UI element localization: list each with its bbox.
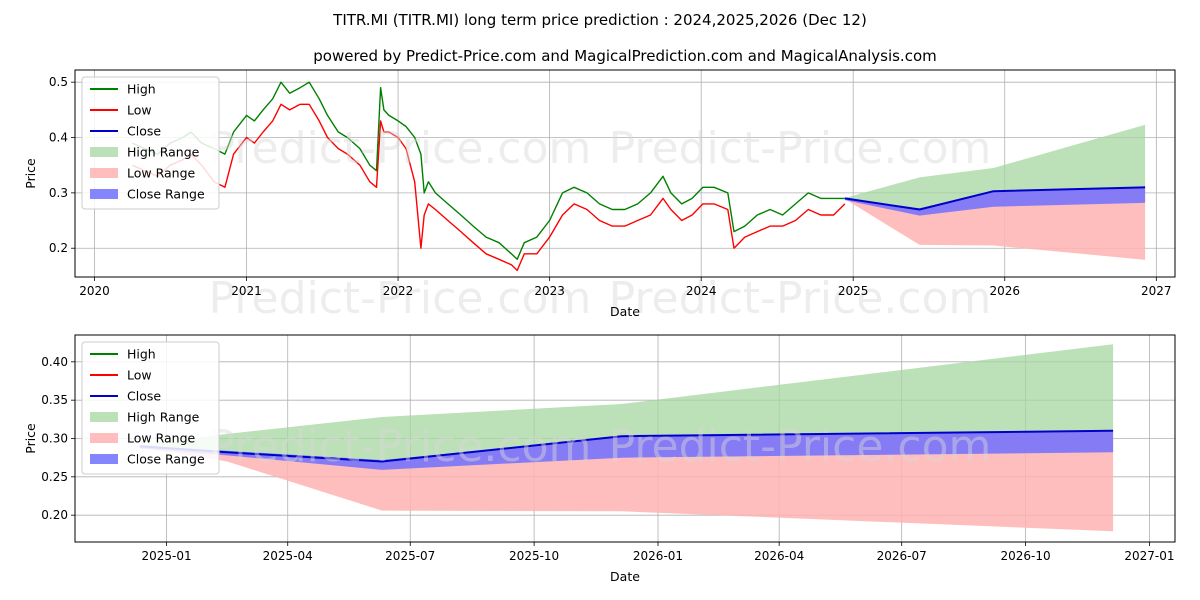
x-tick-label: 2025-07 <box>385 549 435 563</box>
legend-swatch-patch <box>90 454 118 464</box>
legend-entry-label: High <box>127 347 156 362</box>
bottom-watermarks: Predict-Price.com Predict-Price.com <box>209 421 992 472</box>
bottom-range-fills <box>139 344 1114 532</box>
legend-swatch-patch <box>90 147 118 157</box>
legend-entry-label: Close Range <box>127 187 205 202</box>
low-range-area <box>844 187 1146 260</box>
bottom-y-axis-label: Price <box>23 423 38 454</box>
legend-swatch-patch <box>90 412 118 422</box>
top-y-axis-label: Price <box>23 158 38 189</box>
bottom-legend: High Low Close High Range Low Range Close Ran… <box>81 341 220 475</box>
legend-swatch-patch <box>90 189 118 199</box>
x-tick-label: 2025 <box>838 284 869 298</box>
top-x-axis-label: Date <box>610 304 640 319</box>
chart-title: TITR.MI (TITR.MI) long term price predic… <box>332 11 867 29</box>
legend-entry-label: Low Range <box>127 431 196 446</box>
bottom-x-axis-label: Date <box>610 569 640 584</box>
x-tick-label: 2026-01 <box>633 549 683 563</box>
legend-entry-label: High <box>127 82 156 97</box>
high-line <box>132 81 845 260</box>
legend-entry-label: Close <box>127 124 161 139</box>
legend-entry-label: Low <box>127 103 152 118</box>
legend-swatch-patch <box>90 168 118 178</box>
watermark-text: Predict-Price.com <box>209 123 592 174</box>
top-tick-labels: 2020 2021 2022 2023 2024 2025 2026 2027 0.2 0.3 0.… <box>49 75 1172 298</box>
watermark-text: Predict-Price.com <box>609 123 992 174</box>
x-tick-label: 2026-10 <box>1000 549 1050 563</box>
x-tick-label: 2020 <box>79 284 110 298</box>
x-tick-label: 2022 <box>383 284 414 298</box>
high-range-area <box>139 344 1114 462</box>
legend-entry-label: Close <box>127 389 161 404</box>
legend-swatch-patch <box>90 433 118 443</box>
legend-entry-label: Low <box>127 368 152 383</box>
low-range-area <box>139 430 1114 532</box>
watermark-text: Predict-Price.com <box>609 273 992 324</box>
close-range-area <box>139 431 1114 470</box>
bottom-panel: Predict-Price.com Predict-Price.com 2025-… <box>23 334 1176 584</box>
legend-entry-label: Low Range <box>127 166 196 181</box>
x-tick-label: 2023 <box>534 284 565 298</box>
x-tick-label: 2024 <box>686 284 717 298</box>
y-tick-label: 0.25 <box>41 470 68 484</box>
x-tick-label: 2026 <box>989 284 1020 298</box>
x-tick-label: 2021 <box>231 284 262 298</box>
x-tick-label: 2025-04 <box>263 549 313 563</box>
chart-subtitle: powered by Predict-Price.com and Magical… <box>313 47 937 65</box>
y-tick-label: 0.35 <box>41 393 68 407</box>
y-tick-label: 0.30 <box>41 432 68 446</box>
top-panel: Predict-Price.com Predict-Price.com Predic… <box>23 69 1176 324</box>
y-tick-label: 0.20 <box>41 508 68 522</box>
close-line <box>844 186 1146 211</box>
watermark-text: Predict-Price.com <box>609 421 992 472</box>
y-tick-label: 0.40 <box>41 355 68 369</box>
y-tick-label: 0.3 <box>49 186 68 200</box>
x-tick-label: 2025-01 <box>141 549 191 563</box>
watermark-text: Predict-Price.com <box>209 421 592 472</box>
x-tick-label: 2027 <box>1141 284 1172 298</box>
legend-entry-label: Close Range <box>127 452 205 467</box>
legend-entry-label: High Range <box>127 145 200 160</box>
top-series-lines <box>132 81 1146 272</box>
low-line <box>132 103 846 272</box>
x-tick-label: 2027-01 <box>1124 549 1174 563</box>
watermark-text: Predict-Price.com <box>209 273 592 324</box>
y-tick-label: 0.4 <box>49 131 68 145</box>
bottom-tick-labels: 2025-01 2025-04 2025-07 2025-10 2026-01 2026-… <box>41 355 1174 563</box>
top-legend: High Low Close High Range Low Range Close Ran… <box>81 76 220 210</box>
x-tick-label: 2026-07 <box>877 549 927 563</box>
top-watermarks: Predict-Price.com Predict-Price.com Predic… <box>209 123 992 324</box>
x-tick-label: 2025-10 <box>509 549 559 563</box>
y-tick-label: 0.5 <box>49 75 68 89</box>
legend-entry-label: High Range <box>127 410 200 425</box>
top-plot-frame <box>74 69 1176 278</box>
x-tick-label: 2026-04 <box>754 549 804 563</box>
y-tick-label: 0.2 <box>49 241 68 255</box>
